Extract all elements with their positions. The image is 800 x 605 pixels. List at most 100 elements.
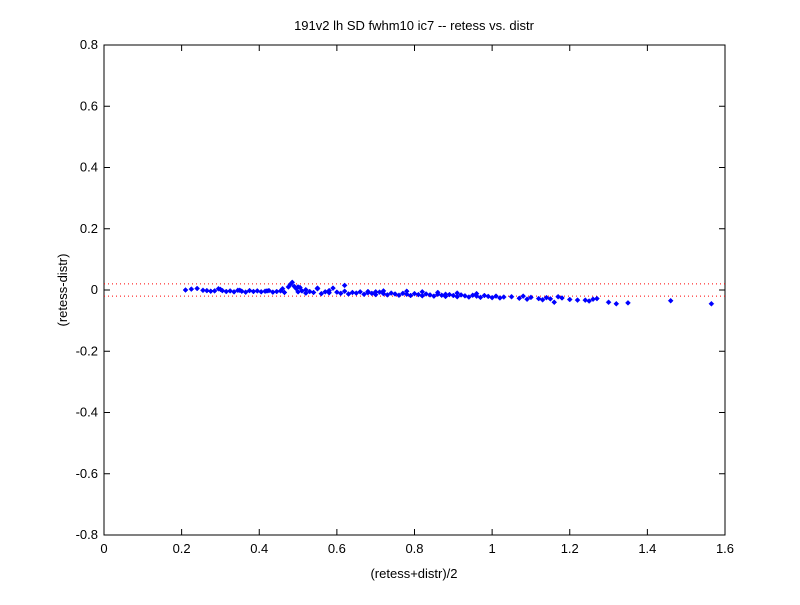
data-point	[419, 292, 426, 299]
data-point	[594, 295, 600, 302]
data-point	[182, 287, 189, 293]
data-point	[279, 285, 286, 292]
data-point	[194, 285, 201, 292]
data-point	[289, 279, 296, 286]
data-point	[349, 289, 356, 296]
data-point	[302, 290, 309, 296]
y-tick-label: -0.2	[76, 343, 98, 358]
data-point	[547, 296, 554, 302]
data-point	[211, 288, 218, 294]
x-tick-label: 1.2	[561, 541, 579, 556]
x-tick-label: 0.2	[173, 541, 191, 556]
y-tick-label: 0.4	[80, 160, 98, 175]
data-point	[295, 284, 301, 290]
data-point	[539, 296, 546, 303]
y-tick-label: 0.2	[80, 221, 98, 236]
data-point	[384, 292, 391, 298]
data-point	[281, 289, 288, 296]
data-point	[396, 292, 402, 299]
data-point	[528, 294, 534, 301]
y-axis-label: (retess-distr)	[55, 254, 70, 327]
data-point	[625, 300, 631, 306]
data-point	[203, 287, 210, 294]
data-point	[566, 296, 573, 303]
data-point	[473, 290, 480, 297]
data-point	[407, 292, 414, 299]
data-point	[188, 286, 195, 292]
data-point	[227, 288, 233, 294]
data-point	[403, 288, 410, 295]
y-tick-label: -0.4	[76, 405, 98, 420]
data-point	[582, 297, 589, 303]
data-point	[365, 288, 371, 295]
data-point	[551, 299, 558, 306]
data-point	[667, 297, 674, 304]
data-point	[400, 290, 406, 297]
data-point	[231, 288, 237, 295]
data-point	[458, 292, 464, 298]
data-point	[200, 287, 206, 294]
y-tick-label: 0.6	[80, 98, 98, 113]
y-axis-ticks: -0.8 -0.6 -0.4 -0.2 0 0.2 0.4 0.6 0.8	[76, 37, 725, 542]
x-tick-label: 0.8	[405, 541, 423, 556]
data-point	[306, 288, 313, 295]
data-point	[246, 287, 253, 294]
data-point	[442, 291, 449, 298]
data-point	[345, 291, 352, 297]
data-point	[217, 286, 224, 293]
y-tick-label: -0.6	[76, 466, 98, 481]
data-point	[431, 293, 437, 299]
data-point	[454, 293, 461, 300]
data-point	[477, 294, 484, 301]
data-point	[372, 288, 379, 295]
x-tick-label: 0	[100, 541, 107, 556]
y-tick-label: -0.8	[76, 527, 98, 542]
data-point	[508, 293, 515, 300]
data-point	[520, 293, 527, 299]
data-point	[516, 295, 523, 302]
data-point	[380, 288, 387, 294]
data-point	[524, 296, 530, 303]
data-points	[182, 279, 715, 307]
data-point	[361, 291, 367, 298]
data-point	[500, 294, 507, 300]
x-axis-ticks: 0 0.2 0.4 0.6 0.8 1 1.2 1.4 1.6	[100, 45, 734, 556]
x-tick-label: 1.6	[716, 541, 734, 556]
data-point	[423, 291, 429, 297]
data-point	[318, 290, 325, 297]
data-point	[326, 287, 332, 294]
data-point	[314, 285, 321, 292]
data-point	[264, 288, 270, 294]
y-tick-label: 0.8	[80, 37, 98, 52]
data-point	[613, 300, 620, 307]
data-point	[454, 290, 461, 296]
data-point	[411, 290, 418, 297]
data-point	[341, 288, 348, 295]
data-point	[469, 292, 476, 299]
data-point	[489, 294, 495, 301]
data-point	[574, 297, 581, 303]
data-point	[559, 295, 565, 301]
data-point	[708, 300, 715, 307]
data-point	[357, 288, 364, 295]
data-point	[310, 289, 317, 296]
data-point	[388, 290, 395, 296]
data-point	[302, 286, 309, 293]
data-point	[465, 294, 472, 300]
x-axis-label: (retess+distr)/2	[370, 566, 457, 581]
data-point	[242, 289, 249, 295]
data-point	[330, 285, 336, 292]
data-point	[341, 282, 348, 289]
y-tick-label: 0	[91, 282, 98, 297]
x-tick-label: 0.6	[328, 541, 346, 556]
x-tick-label: 1	[489, 541, 496, 556]
data-point	[254, 288, 261, 294]
data-point	[493, 293, 499, 299]
data-point	[337, 290, 344, 297]
data-point	[419, 288, 426, 295]
data-point	[481, 292, 488, 299]
data-point	[236, 287, 243, 294]
chart-title: 191v2 lh SD fwhm10 ic7 -- retess vs. dis…	[294, 18, 535, 33]
